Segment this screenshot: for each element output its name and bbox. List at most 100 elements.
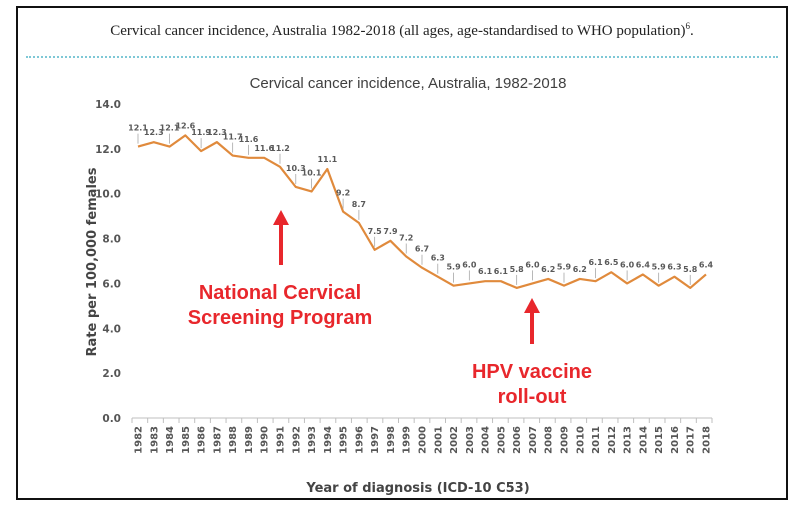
- x-tick-label: 2004: [481, 426, 492, 454]
- data-labels: 12.112.312.112.611.912.311.711.611.611.2…: [128, 121, 713, 276]
- y-tick-label: 6.0: [102, 278, 121, 290]
- x-tick-label: 2000: [418, 426, 429, 454]
- annotation-arrow-head: [524, 298, 540, 313]
- dotted-divider: [26, 56, 778, 58]
- axes: [131, 417, 713, 423]
- x-tick-label: 1988: [228, 426, 239, 454]
- x-tick-label: 1998: [386, 426, 397, 454]
- data-label: 12.3: [144, 128, 164, 137]
- data-label: 10.3: [286, 164, 306, 173]
- data-label: 5.9: [652, 263, 667, 272]
- x-axis-title: Year of diagnosis (ICD-10 C53): [305, 481, 529, 496]
- x-tick-label: 2005: [496, 426, 507, 454]
- annotation-text: roll-out: [498, 386, 567, 408]
- x-tick-label: 1996: [354, 426, 365, 454]
- x-tick-label: 2001: [433, 426, 444, 454]
- x-tick-label: 1987: [212, 426, 223, 454]
- x-tick-label: 2018: [702, 426, 713, 454]
- caption-reference: 6: [685, 21, 691, 31]
- data-label: 10.1: [302, 168, 322, 177]
- data-label: 11.1: [317, 155, 337, 164]
- data-label: 9.2: [336, 189, 350, 198]
- annotation-text: Screening Program: [188, 307, 373, 329]
- x-tick-label: 2008: [544, 426, 555, 454]
- x-tick-label: 1982: [134, 426, 145, 454]
- data-label: 6.4: [699, 260, 714, 269]
- x-tick-label: 2011: [591, 426, 602, 454]
- data-label: 6.5: [604, 258, 619, 267]
- y-axis-title: Rate per 100,000 females: [85, 167, 100, 356]
- data-label: 11.9: [191, 128, 211, 137]
- x-tick-label: 2007: [528, 426, 539, 454]
- y-tick-label: 0.0: [102, 413, 121, 425]
- x-tick-label: 2014: [638, 426, 649, 454]
- x-tick-label: 1995: [339, 426, 350, 454]
- data-label: 7.5: [368, 227, 383, 236]
- x-tick-label: 2017: [686, 426, 697, 454]
- annotation-text: National Cervical: [199, 282, 361, 304]
- x-tick-label: 1986: [197, 426, 208, 454]
- figure-caption: Cervical cancer incidence, Australia 198…: [18, 21, 786, 40]
- x-tick-label: 1983: [149, 426, 160, 454]
- annotation-arrow-head: [273, 210, 289, 225]
- x-tick-label: 2010: [575, 426, 586, 454]
- data-label: 6.2: [573, 265, 587, 274]
- data-label: 5.8: [510, 265, 525, 274]
- x-tick-label: 2009: [560, 426, 571, 454]
- data-label: 7.9: [383, 227, 398, 236]
- x-tick-label: 1997: [370, 426, 381, 454]
- y-tick-label: 2.0: [102, 368, 121, 380]
- annotations: National Cervical Screening Program HPV va…: [188, 210, 592, 408]
- x-tick-label: 2012: [607, 426, 618, 454]
- data-label: 12.3: [207, 128, 227, 137]
- x-tick-label: 2006: [512, 426, 523, 454]
- data-label: 6.0: [525, 260, 540, 269]
- data-label: 11.2: [270, 144, 290, 153]
- y-tick-label: 10.0: [95, 189, 121, 201]
- data-label-leaders: [137, 133, 691, 285]
- x-tick-label: 1991: [276, 426, 287, 454]
- data-label: 5.8: [683, 265, 698, 274]
- chart-title: Cervical cancer incidence, Australia, 19…: [250, 75, 567, 92]
- y-tick-label: 14.0: [95, 99, 121, 111]
- data-label: 11.7: [223, 133, 243, 142]
- data-label: 6.0: [620, 260, 635, 269]
- x-tick-label: 2002: [449, 426, 460, 454]
- data-label: 6.2: [541, 265, 555, 274]
- data-label: 12.1: [128, 124, 148, 133]
- y-tick-labels: 0.0 2.0 4.0 6.0 8.0 10.0 12.0 14.0: [95, 99, 121, 425]
- data-label: 5.9: [557, 263, 572, 272]
- data-label: 6.1: [588, 258, 603, 267]
- y-tick-label: 8.0: [102, 234, 121, 246]
- x-tick-label: 1994: [323, 426, 334, 454]
- y-tick-label: 12.0: [95, 144, 121, 156]
- incidence-series-line: [137, 134, 707, 290]
- x-tick-label: 2013: [623, 426, 634, 454]
- x-tick-label: 1984: [165, 426, 176, 454]
- data-label: 12.1: [160, 124, 180, 133]
- x-tick-label: 2015: [654, 426, 665, 454]
- annotation-text: HPV vaccine: [472, 361, 592, 383]
- x-tick-label: 1993: [307, 426, 318, 454]
- x-tick-label: 2003: [465, 426, 476, 454]
- data-label: 6.7: [415, 245, 429, 254]
- x-tick-label: 1990: [260, 426, 271, 454]
- data-label: 8.7: [352, 200, 366, 209]
- x-tick-label: 2016: [670, 426, 681, 454]
- data-label: 6.0: [462, 260, 477, 269]
- data-label: 6.4: [636, 260, 651, 269]
- y-tick-label: 4.0: [102, 323, 121, 335]
- caption-text: Cervical cancer incidence, Australia 198…: [110, 23, 686, 39]
- data-label: 5.9: [446, 263, 461, 272]
- x-tick-label: 1992: [291, 426, 302, 454]
- data-label: 11.6: [254, 144, 274, 153]
- data-label: 6.3: [667, 263, 681, 272]
- data-label: 6.1: [494, 267, 509, 276]
- x-tick-label: 1989: [244, 426, 255, 454]
- x-tick-labels: 1982 1983 1984 1985 1986 1987 1988 1989 1990 1991…: [134, 426, 713, 454]
- caption-suffix: .: [690, 23, 694, 39]
- data-label: 6.3: [431, 254, 445, 263]
- data-label: 7.2: [399, 234, 413, 243]
- data-label: 11.6: [239, 135, 259, 144]
